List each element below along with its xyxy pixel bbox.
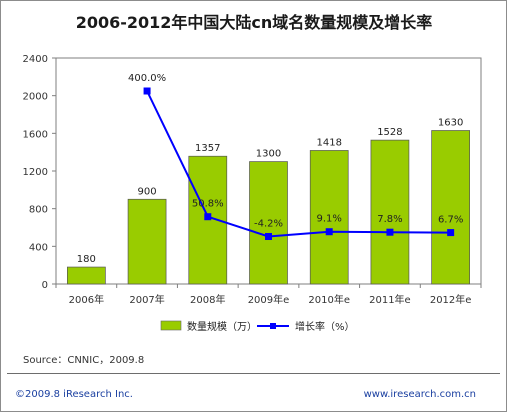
- bar-value-label: 1528: [377, 127, 402, 138]
- line-point: [204, 213, 212, 221]
- line-point: [143, 87, 151, 95]
- bar-value-label: 1300: [256, 149, 281, 160]
- line-point: [265, 233, 272, 241]
- y-tick-label: 400: [29, 242, 48, 253]
- line-point: [447, 229, 455, 237]
- growth-line: [146, 90, 451, 238]
- x-tick-label: 2011年e: [369, 293, 411, 306]
- bar-value-label: 1630: [438, 118, 463, 129]
- line-point: [325, 228, 333, 236]
- x-tick-label: 2012年e: [430, 293, 472, 306]
- line-value-label: 400.0%: [128, 73, 166, 84]
- line-value-label: 7.8%: [377, 214, 402, 225]
- source-note: Source：CNNIC，2009.8: [23, 355, 145, 366]
- footer-divider: [7, 373, 500, 374]
- bar: [127, 198, 167, 285]
- bar-value-label: 1418: [316, 137, 341, 148]
- y-tick-label: 800: [29, 205, 48, 216]
- website-text: www.iresearch.com.cn: [363, 389, 476, 400]
- y-tick-label: 1600: [23, 129, 48, 140]
- bar-series: [67, 130, 470, 285]
- legend-bar-swatch: [160, 320, 182, 331]
- line-series: [143, 87, 455, 241]
- legend-line-marker: [270, 323, 276, 329]
- bar-value-label: 900: [138, 186, 157, 197]
- legend-bar-label: 数量规模（万）: [187, 320, 257, 333]
- bar: [370, 139, 410, 285]
- x-tick-label: 2007年: [129, 293, 164, 306]
- bar: [431, 130, 470, 285]
- line-value-label: -4.2%: [254, 219, 283, 230]
- line-value-labels: 400.0% 50.8% -4.2% 9.1% 7.8% 6.7%: [128, 73, 463, 230]
- y-tick-label: 2000: [23, 92, 48, 103]
- y-axis: 0 400 800 1200 1600 2000 2400: [23, 54, 56, 291]
- x-tick-label: 2009年e: [248, 293, 290, 306]
- bar: [309, 150, 349, 285]
- legend-line-label: 增长率（%）: [295, 320, 355, 333]
- line-value-label: 6.7%: [438, 215, 463, 226]
- x-axis: 2006年 2007年 2008年 2009年e 2010年e 2011年e 2012年e: [55, 284, 482, 306]
- chart-title: 2006-2012年中国大陆cn域名数量规模及增长率: [76, 13, 433, 32]
- x-tick-label: 2010年e: [308, 293, 350, 306]
- y-tick-label: 0: [42, 280, 48, 291]
- bar: [67, 266, 106, 285]
- bar: [249, 161, 288, 285]
- line-value-label: 50.8%: [192, 199, 224, 210]
- y-tick-label: 2400: [23, 54, 48, 65]
- line-point: [386, 228, 394, 236]
- y-tick-label: 1200: [23, 167, 48, 178]
- x-tick-label: 2006年: [69, 293, 104, 306]
- bar-value-label: 180: [77, 254, 96, 265]
- copyright-text: ©2009.8 iResearch Inc.: [15, 389, 133, 400]
- bar-value-labels: 180 900 1357 1300 1418 1528 1630: [77, 118, 464, 266]
- x-tick-label: 2008年: [190, 293, 225, 306]
- bar-value-label: 1357: [195, 143, 220, 154]
- line-value-label: 9.1%: [317, 214, 342, 225]
- legend: 数量规模（万） 增长率（%）: [160, 320, 355, 333]
